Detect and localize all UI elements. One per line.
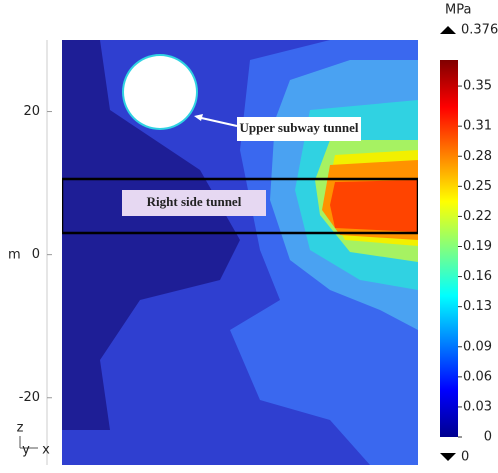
colorbar-tick-label: 0.13 [463,299,492,314]
colorbar-min: 0 [461,450,469,465]
colorbar-tick-label: 0.06 [463,369,492,384]
colorbar-tick-label: 0.03 [463,399,492,414]
y-tick-label: 20 [23,104,40,119]
y-tick-label: 0 [32,247,40,262]
annotation-box [237,117,361,141]
colorbar-tick-label: 0.28 [463,149,492,164]
colorbar-tick-label: 0.35 [463,79,492,94]
annotation: Upper subway tunnel [240,120,359,135]
colorbar [440,60,458,437]
colorbar-tick-label: 0 [484,430,492,445]
colorbar-max: 0.376 [461,23,498,38]
annotation: Right side tunnel [147,194,242,209]
colorbar-tick-label: 0.25 [463,179,492,194]
colorbar-tick-label: 0.31 [463,119,492,134]
contour-field [62,40,418,465]
triad-label: z [17,421,24,436]
annotation-box [122,190,266,216]
colorbar-tick-label: 0.16 [463,269,492,284]
triad-label: x [42,443,50,458]
max-marker [440,26,456,34]
min-marker [440,453,456,461]
colorbar-unit: MPa [445,3,471,18]
colorbar-tick-label: 0.09 [463,339,492,354]
y-axis-label: m [8,248,21,263]
triad-label: y [22,443,30,458]
colorbar-tick-label: 0.19 [463,239,492,254]
y-tick-label: -20 [19,390,40,405]
colorbar-tick-label: 0.22 [463,209,492,224]
